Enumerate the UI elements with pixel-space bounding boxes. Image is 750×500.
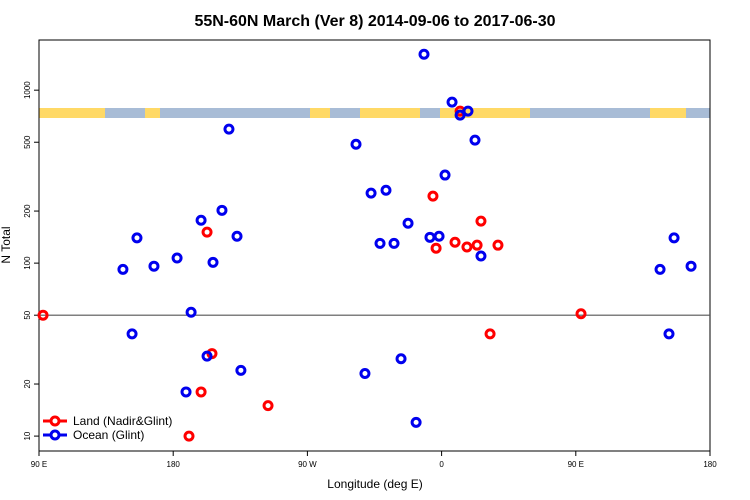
data-point xyxy=(171,252,183,264)
data-point xyxy=(402,217,414,229)
data-point xyxy=(231,230,243,242)
y-tick-label: 500 xyxy=(23,135,32,149)
data-point xyxy=(126,328,138,340)
data-point xyxy=(663,328,675,340)
data-point xyxy=(365,187,377,199)
data-point xyxy=(235,364,247,376)
data-point xyxy=(185,306,197,318)
data-point xyxy=(117,263,129,275)
legend-label: Land (Nadir&Glint) xyxy=(73,414,172,428)
data-point xyxy=(462,105,474,117)
legend-marker xyxy=(49,415,61,427)
legend-marker xyxy=(49,429,61,441)
data-point xyxy=(433,230,445,242)
map-strip xyxy=(39,108,710,118)
x-tick-label: 90 E xyxy=(568,460,584,469)
data-point xyxy=(469,134,481,146)
x-tick-label: 0 xyxy=(439,460,444,469)
x-axis-label: Longitude (deg E) xyxy=(327,477,422,491)
data-point xyxy=(475,250,487,262)
y-axis-label: N Total xyxy=(0,226,13,263)
y-tick-label: 100 xyxy=(23,256,32,270)
data-point xyxy=(131,232,143,244)
y-tick-label: 200 xyxy=(23,204,32,218)
data-point xyxy=(201,350,213,362)
data-point xyxy=(449,236,461,248)
data-point xyxy=(374,237,386,249)
data-point xyxy=(427,190,439,202)
data-point xyxy=(148,260,160,272)
data-point xyxy=(380,184,392,196)
data-point xyxy=(195,214,207,226)
data-point xyxy=(37,309,49,321)
legend-label: Ocean (Glint) xyxy=(73,428,144,442)
y-tick-label: 20 xyxy=(23,379,32,388)
data-point xyxy=(418,48,430,60)
x-tick-label: 180 xyxy=(703,460,717,469)
y-tick-label: 10 xyxy=(23,431,32,440)
data-point xyxy=(410,416,422,428)
data-point xyxy=(201,226,213,238)
data-point xyxy=(685,260,697,272)
data-point xyxy=(388,237,400,249)
data-point xyxy=(430,242,442,254)
data-point xyxy=(195,386,207,398)
data-point xyxy=(216,204,228,216)
data-point xyxy=(183,430,195,442)
data-point xyxy=(575,308,587,320)
data-point xyxy=(359,368,371,380)
data-point xyxy=(439,169,451,181)
data-point xyxy=(223,123,235,135)
data-point xyxy=(446,96,458,108)
data-point xyxy=(207,256,219,268)
data-point xyxy=(350,138,362,150)
data-point xyxy=(654,263,666,275)
plot-frame xyxy=(38,39,711,452)
data-point xyxy=(471,239,483,251)
data-point xyxy=(475,215,487,227)
data-point xyxy=(395,353,407,365)
data-point xyxy=(668,232,680,244)
x-tick-label: 90 E xyxy=(31,460,47,469)
x-tick-label: 180 xyxy=(167,460,181,469)
data-point xyxy=(461,241,473,253)
data-point xyxy=(262,400,274,412)
y-tick-label: 1000 xyxy=(23,81,32,99)
data-point xyxy=(492,239,504,251)
data-point xyxy=(484,328,496,340)
x-tick-label: 90 W xyxy=(298,460,317,469)
y-tick-label: 50 xyxy=(23,310,32,319)
chart-title: 55N-60N March (Ver 8) 2014-09-06 to 2017… xyxy=(194,13,555,30)
data-point xyxy=(454,109,466,121)
data-point xyxy=(180,386,192,398)
data-point xyxy=(424,231,436,243)
